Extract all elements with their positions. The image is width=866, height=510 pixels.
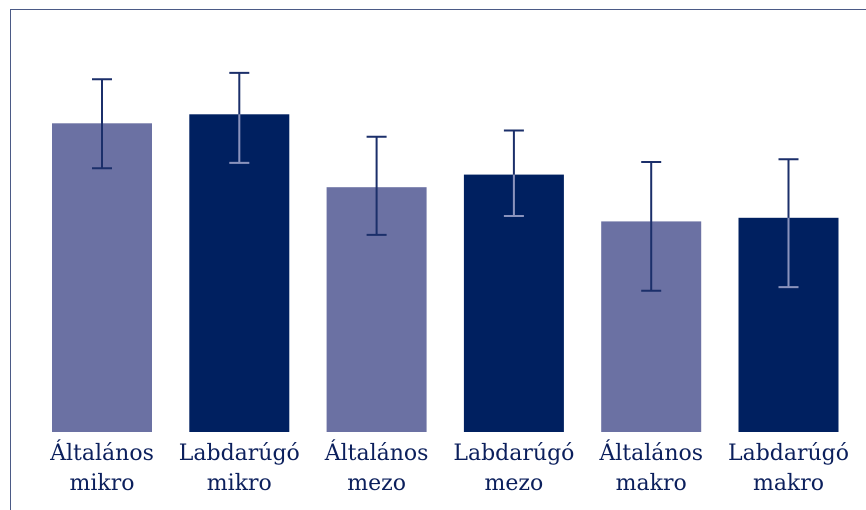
error-bar-6 (778, 158, 799, 289)
category-label-2: Labdarúgó mikro (179, 441, 300, 496)
error-bar-1 (92, 78, 112, 170)
error-bar-4 (503, 129, 524, 217)
category-label-1: Általános mikro (49, 439, 154, 496)
bar-2 (189, 114, 290, 433)
error-bar-3 (366, 135, 387, 236)
error-bar-5 (641, 161, 662, 292)
error-bars-group (92, 71, 799, 292)
error-bar-2 (229, 71, 250, 164)
category-label-4: Labdarúgó mezo (453, 441, 574, 496)
category-label-6: Labdarúgó makro (728, 441, 849, 496)
bar-1 (52, 123, 152, 433)
bar-4 (463, 174, 564, 432)
bars-group (52, 114, 839, 433)
category-label-3: Általános mezo (324, 439, 429, 496)
category-label-5: Általános makro (598, 439, 703, 496)
category-labels-group: Általános mikro Labdarúgó mikro Általános mez… (49, 439, 849, 496)
chart-frame (10, 9, 866, 510)
